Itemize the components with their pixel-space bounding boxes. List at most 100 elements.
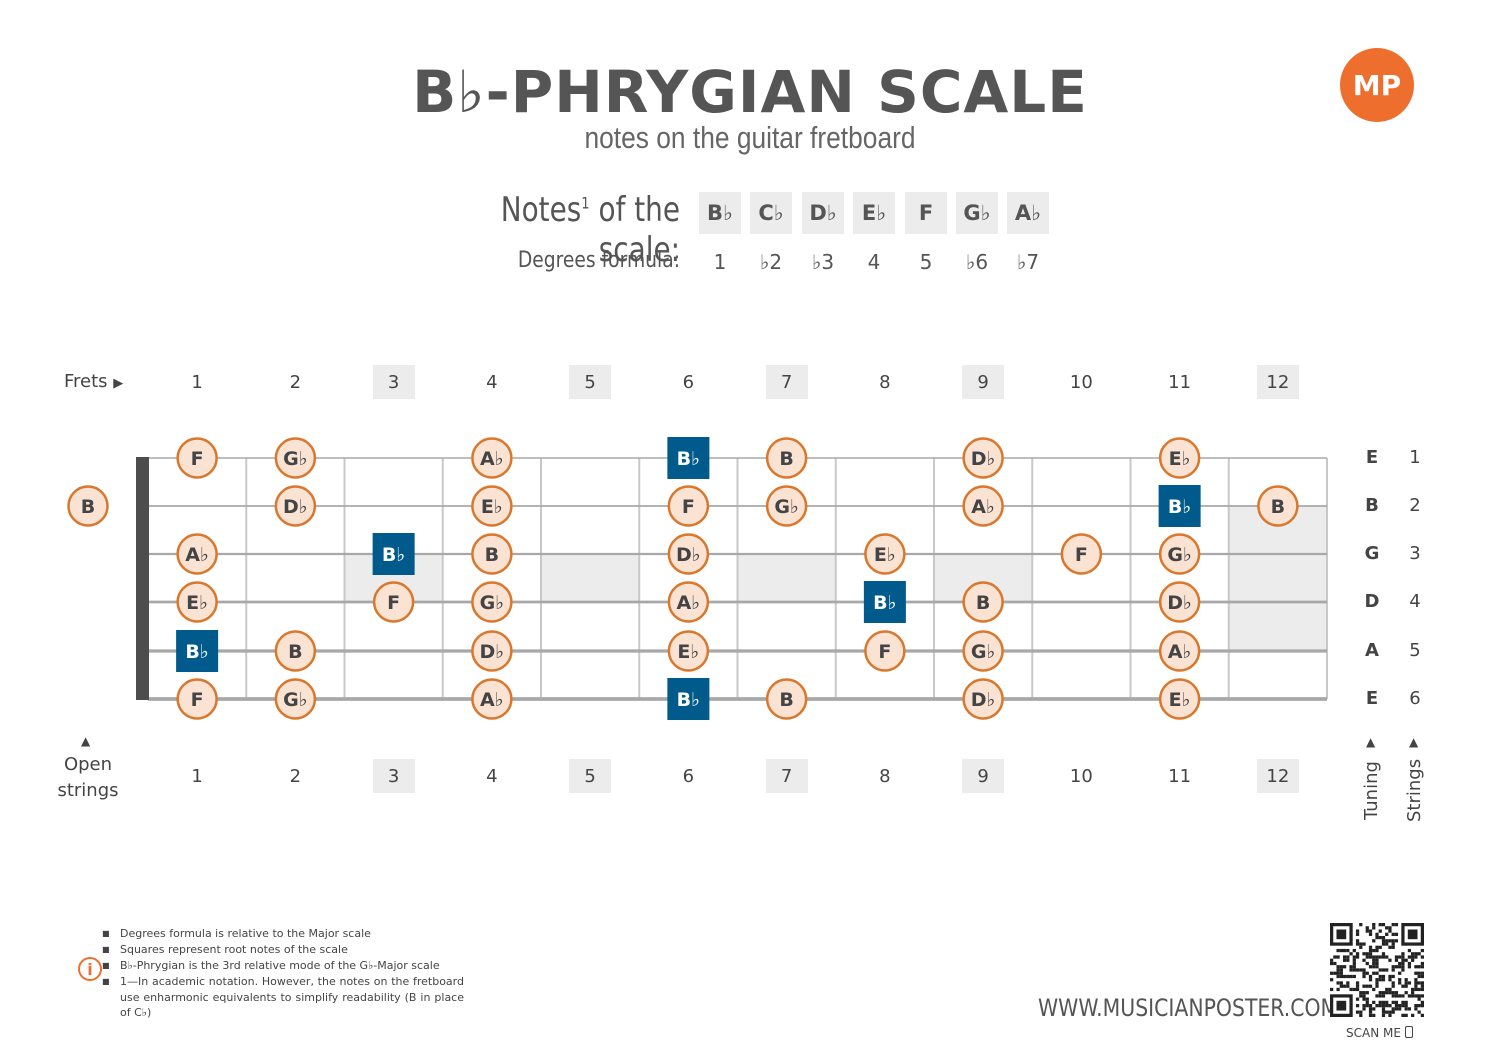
scale-note: E♭ (853, 192, 895, 234)
note-label: E♭ (1169, 448, 1191, 470)
note-label: E♭ (481, 496, 503, 518)
string-number: 5 (1409, 640, 1421, 661)
fret-inlay (541, 554, 640, 602)
fret-number: 6 (682, 371, 695, 393)
note-marker (962, 581, 1004, 623)
scale-notes-label: Notes1 of the scale: (434, 190, 680, 270)
note-label: B (976, 592, 990, 614)
note-marker (176, 533, 218, 575)
note-marker (1158, 533, 1201, 575)
root-note-marker (1158, 485, 1201, 527)
tuning-note: B (1365, 495, 1379, 516)
triangle-right-icon: ▶ (113, 376, 124, 391)
note-marker (274, 437, 317, 479)
tuning-note: G (1364, 543, 1380, 564)
note-marker (962, 437, 1004, 479)
note-label: E♭ (677, 641, 699, 663)
note-marker (274, 485, 317, 527)
note-label: B (779, 689, 793, 711)
fret-inlay-double (1228, 506, 1327, 651)
scale-note: D♭ (802, 192, 844, 234)
fret-number: 6 (682, 765, 695, 787)
note-label: B♭ (1168, 496, 1191, 518)
string-number: 3 (1409, 543, 1421, 564)
fret-number: 5 (569, 759, 612, 793)
note-label: F (191, 689, 204, 711)
footer-note: Squares represent root notes of the scal… (102, 942, 464, 958)
fret-number: 11 (1168, 371, 1192, 393)
scale-degree: 4 (867, 250, 881, 274)
fret-number: 3 (372, 365, 415, 399)
note-label: D♭ (480, 641, 505, 663)
frets-label-text: Frets (64, 371, 108, 392)
fret-number: 3 (372, 759, 415, 793)
tuning-note: E (1365, 688, 1379, 709)
note-label: F (191, 448, 204, 470)
note-marker (1257, 485, 1299, 527)
notes-label-suffix: of the scale: (589, 190, 680, 270)
scale-note: A♭ (1007, 192, 1049, 234)
fret-number: 8 (879, 765, 891, 787)
tuning-note: D (1364, 591, 1380, 612)
note-marker (176, 581, 218, 623)
website-link[interactable]: WWW.MUSICIANPOSTER.COM (1038, 994, 1339, 1022)
note-label: B (1271, 496, 1285, 518)
note-marker (765, 437, 808, 479)
tuning-label: Tuning (1361, 761, 1382, 820)
note-marker (962, 630, 1004, 672)
fret-number: 4 (486, 371, 498, 393)
note-marker (274, 630, 317, 672)
note-marker (765, 485, 808, 527)
brand-logo: MP (1340, 48, 1414, 122)
root-note-marker (863, 581, 906, 623)
fret-number: 8 (879, 371, 891, 393)
note-label: G♭ (774, 496, 799, 518)
scale-degree: ♭2 (759, 250, 783, 274)
note-marker (1060, 533, 1103, 575)
fret-number: 10 (1069, 765, 1093, 787)
note-marker (274, 678, 317, 720)
page-subtitle: notes on the guitar fretboard (584, 120, 916, 155)
page-title: B♭-PHRYGIAN SCALE (412, 58, 1088, 126)
fret-number: 11 (1168, 765, 1192, 787)
footnote-marker: 1 (581, 193, 590, 213)
note-label: F (682, 496, 695, 518)
scale-degree: ♭3 (811, 250, 835, 274)
qr-code[interactable] (1330, 923, 1424, 1017)
fret-inlay (737, 554, 836, 602)
note-label: A♭ (185, 544, 209, 566)
note-marker (864, 533, 906, 575)
open-label-line2: strings (57, 780, 119, 801)
tuning-note: A (1365, 640, 1379, 661)
note-marker (1158, 630, 1201, 672)
note-marker (1158, 581, 1201, 623)
scale-note: F (905, 192, 947, 234)
phone-icon (1404, 1026, 1413, 1038)
note-label: F (1075, 544, 1088, 566)
note-label: B♭ (677, 448, 700, 470)
scale-degree: ♭6 (965, 250, 989, 274)
note-label: E♭ (874, 544, 896, 566)
fret-number: 9 (962, 365, 1005, 399)
fret-number: 1 (191, 765, 203, 787)
note-label: B (779, 448, 793, 470)
note-label: D♭ (971, 448, 996, 470)
string-number: 6 (1409, 688, 1421, 709)
fret-number: 5 (569, 365, 612, 399)
nut (136, 457, 149, 700)
root-note-marker (667, 678, 710, 720)
note-marker (1158, 678, 1201, 720)
note-label: B♭ (873, 592, 896, 614)
note-marker (471, 437, 513, 479)
scan-me-label: SCAN ME (1346, 1026, 1413, 1040)
footer-note: Degrees formula is relative to the Major… (102, 926, 464, 942)
note-marker (667, 581, 710, 623)
fret-number: 10 (1069, 371, 1093, 393)
triangle-up-icon: ▲ (1409, 735, 1419, 749)
note-label: A♭ (1168, 641, 1192, 663)
note-label: D♭ (1167, 592, 1192, 614)
scale-note: C♭ (750, 192, 792, 234)
note-marker (962, 485, 1004, 527)
note-marker (471, 581, 513, 623)
